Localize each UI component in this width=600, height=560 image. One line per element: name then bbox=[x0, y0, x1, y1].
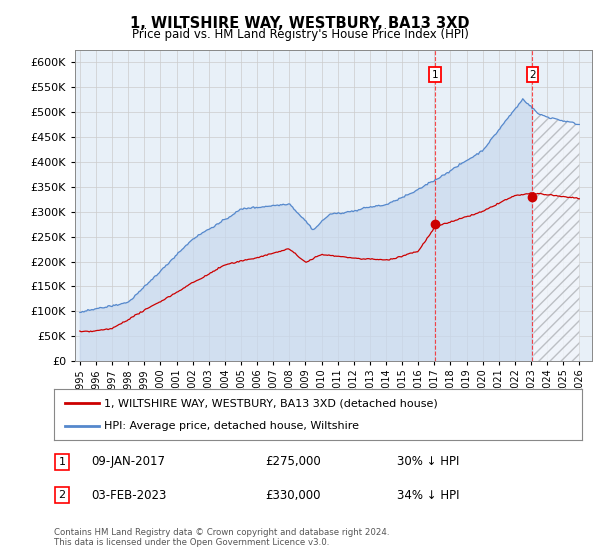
Text: 03-FEB-2023: 03-FEB-2023 bbox=[91, 489, 166, 502]
Text: Price paid vs. HM Land Registry's House Price Index (HPI): Price paid vs. HM Land Registry's House … bbox=[131, 28, 469, 41]
Text: 1: 1 bbox=[431, 70, 438, 80]
Text: 30% ↓ HPI: 30% ↓ HPI bbox=[397, 455, 460, 468]
Text: 2: 2 bbox=[529, 70, 536, 80]
Text: 1: 1 bbox=[58, 457, 65, 467]
Text: 1, WILTSHIRE WAY, WESTBURY, BA13 3XD: 1, WILTSHIRE WAY, WESTBURY, BA13 3XD bbox=[130, 16, 470, 31]
Text: 2: 2 bbox=[58, 490, 65, 500]
Text: £275,000: £275,000 bbox=[265, 455, 321, 468]
Text: 34% ↓ HPI: 34% ↓ HPI bbox=[397, 489, 460, 502]
Text: 1, WILTSHIRE WAY, WESTBURY, BA13 3XD (detached house): 1, WILTSHIRE WAY, WESTBURY, BA13 3XD (de… bbox=[104, 398, 438, 408]
Text: Contains HM Land Registry data © Crown copyright and database right 2024.: Contains HM Land Registry data © Crown c… bbox=[54, 528, 389, 536]
Text: £330,000: £330,000 bbox=[265, 489, 321, 502]
Text: This data is licensed under the Open Government Licence v3.0.: This data is licensed under the Open Gov… bbox=[54, 538, 329, 547]
Text: 09-JAN-2017: 09-JAN-2017 bbox=[91, 455, 165, 468]
Text: HPI: Average price, detached house, Wiltshire: HPI: Average price, detached house, Wilt… bbox=[104, 421, 359, 431]
